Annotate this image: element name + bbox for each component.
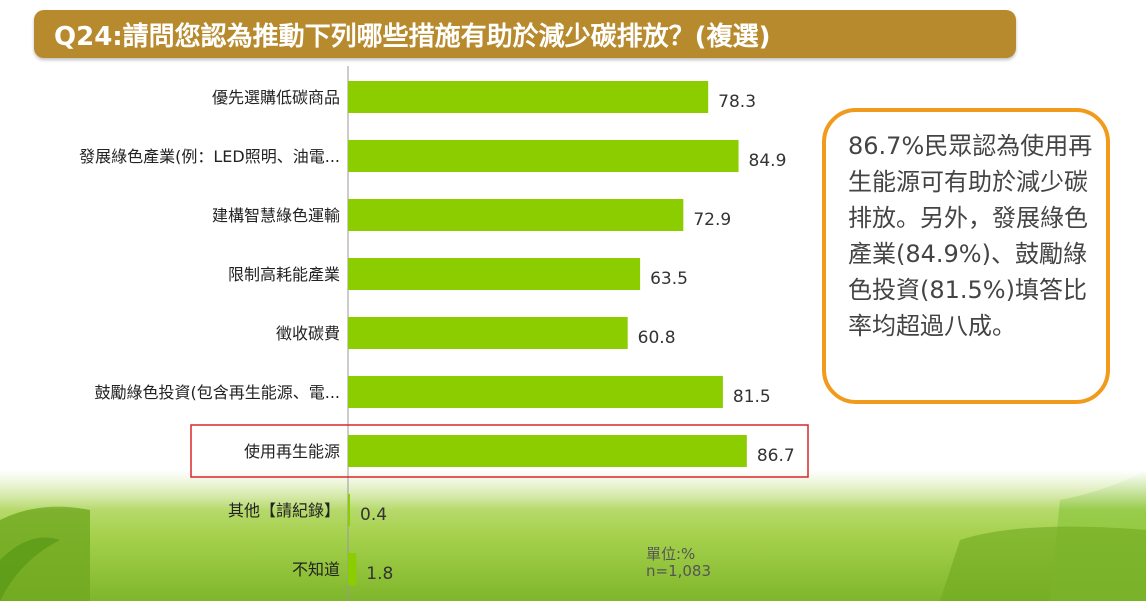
value-label: 78.3: [718, 92, 756, 112]
chart-title: Q24:請問您認為推動下列哪些措施有助於減少碳排放？(複選): [54, 22, 771, 52]
bar: [348, 258, 641, 290]
callout-text: 86.7%民眾認為使用再生能源可有助於減少碳排放。另外，發展綠色產業(84.9%…: [848, 132, 1093, 340]
value-label: 63.5: [650, 269, 688, 289]
category-label: 不知道: [292, 560, 340, 579]
category-label: 優先選購低碳商品: [212, 88, 340, 107]
value-label: 0.4: [360, 505, 387, 525]
category-label: 發展綠色產業(例：LED照明、油電...: [79, 147, 340, 166]
unit-note: 單位:% n=1,083: [646, 546, 711, 580]
bar: [348, 553, 357, 585]
bar: [348, 140, 739, 172]
bar: [348, 199, 684, 231]
sample-size-label: n=1,083: [646, 562, 712, 580]
category-label: 鼓勵綠色投資(包含再生能源、電...: [94, 383, 340, 402]
value-label: 1.8: [366, 564, 393, 584]
title-banner: Q24:請問您認為推動下列哪些措施有助於減少碳排放？(複選): [34, 10, 1016, 58]
callout-box: 86.7%民眾認為使用再生能源可有助於減少碳排放。另外，發展綠色產業(84.9%…: [822, 108, 1110, 404]
value-label: 86.7: [757, 446, 795, 466]
category-label: 限制高耗能產業: [228, 265, 340, 284]
bar: [348, 376, 723, 408]
unit-label: 單位:%: [646, 545, 696, 563]
bars-layer: 優先選購低碳商品 78.3 發展綠色產業(例：LED照明、油電... 84.9 建構智慧…: [79, 81, 809, 585]
category-label: 建構智慧綠色運輸: [212, 206, 340, 225]
value-label: 72.9: [693, 210, 731, 230]
value-label: 81.5: [733, 387, 771, 407]
category-label: 徵收碳費: [276, 324, 340, 343]
bar: [348, 494, 350, 526]
bar: [348, 317, 628, 349]
bar: [348, 81, 709, 113]
value-label: 84.9: [749, 151, 787, 171]
value-label: 60.8: [638, 328, 676, 348]
category-label: 其他【請紀錄】: [228, 501, 340, 520]
category-label: 使用再生能源: [244, 442, 340, 461]
highlight-box: [190, 424, 809, 478]
bar: [348, 435, 747, 467]
